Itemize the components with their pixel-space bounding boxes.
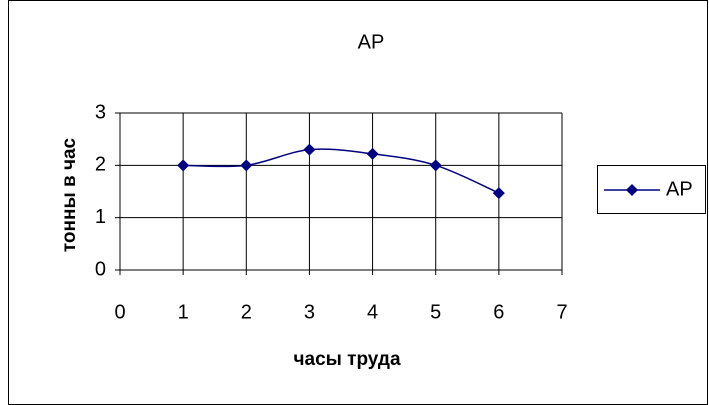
- data-point: [240, 159, 253, 172]
- y-tick-label: 3: [95, 101, 106, 123]
- legend: AP: [597, 165, 706, 214]
- y-tick-label: 0: [95, 258, 106, 280]
- x-tick-label: 0: [114, 301, 125, 323]
- legend-marker: [626, 184, 638, 196]
- data-point: [303, 143, 316, 156]
- x-axis-label: часы труда: [293, 349, 400, 370]
- data-point: [366, 147, 379, 160]
- x-tick-label: 6: [493, 301, 504, 323]
- chart-title: AP: [358, 31, 385, 53]
- legend-label: AP: [666, 178, 693, 200]
- x-tick-label: 4: [367, 301, 378, 323]
- x-tick-label: 5: [430, 301, 441, 323]
- data-point: [177, 159, 190, 172]
- y-tick-label: 2: [95, 154, 106, 176]
- y-axis-label: тонны в час: [59, 137, 80, 252]
- x-tick-label: 7: [556, 301, 567, 323]
- data-point: [429, 159, 442, 172]
- chart-frame: [8, 0, 708, 405]
- data-point: [492, 187, 505, 200]
- y-tick-label: 1: [95, 206, 106, 228]
- x-tick-label: 1: [178, 301, 189, 323]
- x-tick-label: 3: [304, 301, 315, 323]
- x-tick-label: 2: [241, 301, 252, 323]
